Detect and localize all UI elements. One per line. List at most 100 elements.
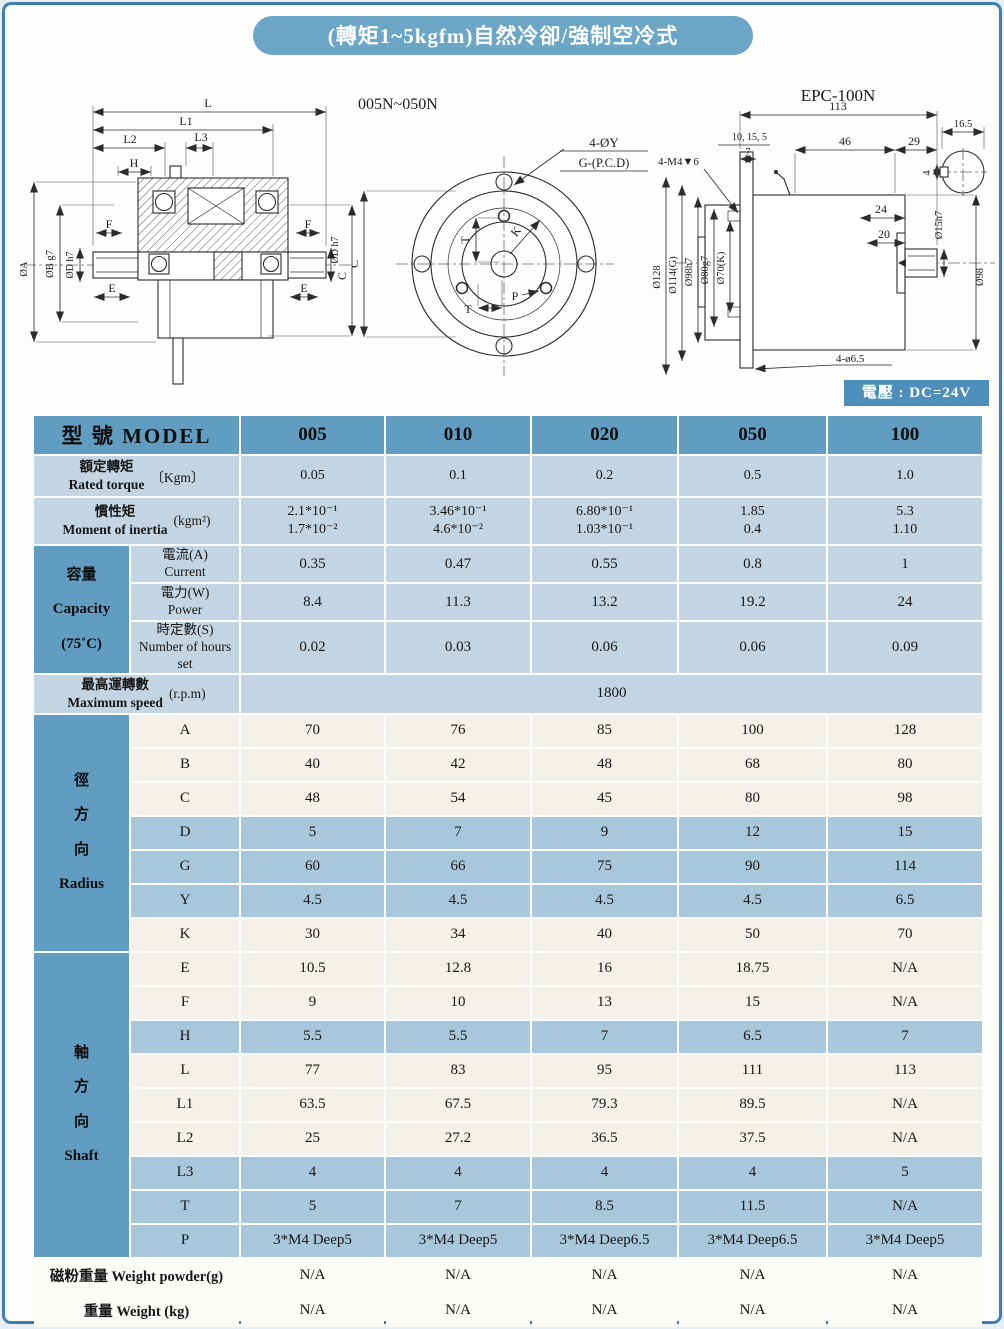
spec-value: 5.5	[386, 1020, 530, 1053]
dim-label-dia-a: ØA	[19, 261, 30, 277]
spec-value: 45	[532, 782, 677, 815]
dim-row-label: B	[131, 748, 239, 781]
dim-label-p: P	[512, 289, 519, 303]
table-row: K 30 34 40 50 70	[34, 918, 982, 951]
spec-value: 0.03	[386, 622, 530, 673]
spec-value: 60	[241, 850, 384, 883]
dim-label-offsets: 10, 15, 5	[732, 132, 767, 143]
spec-value: 27.2	[386, 1122, 530, 1155]
spec-value: 95	[532, 1054, 677, 1087]
spec-value: 8.5	[532, 1190, 677, 1223]
spec-value: 4	[241, 1156, 384, 1189]
dim-label-dia-b: ØB g7	[45, 250, 56, 278]
row-label: 重量 Weight (kg)	[34, 1293, 239, 1327]
flange-outer-circle	[411, 171, 597, 357]
dim-label-dia80g7: Ø80g7	[700, 256, 711, 285]
spec-value: 11.5	[679, 1190, 826, 1223]
spec-value: N/A	[241, 1258, 384, 1292]
capacity-group-cell: 容量 Capacity (75˚C)	[34, 546, 129, 673]
spec-value: 3*M4 Deep5	[386, 1224, 530, 1257]
dim-row-label: P	[131, 1224, 239, 1257]
left-shaft	[92, 251, 139, 279]
spec-value: N/A	[828, 1088, 982, 1121]
row-label: 最高運轉數 Maximum speed (r.p.m)	[34, 674, 239, 713]
flange-hole	[577, 255, 595, 273]
spec-value: 50	[679, 918, 826, 951]
spec-value: 25	[241, 1122, 384, 1155]
spec-value: 54	[386, 782, 530, 815]
dim-label-20: 20	[878, 227, 890, 241]
model-header-row: 型 號 MODEL 005 010 020 050 100	[34, 416, 982, 454]
spec-value: 1.85 0.4	[679, 498, 826, 544]
spec-value: 1.0	[828, 456, 982, 496]
bore-hole	[490, 250, 518, 278]
label-wrap: 額定轉矩 Rated torque 〔Kgm〕	[36, 458, 237, 493]
spec-value: 12.8	[386, 952, 530, 985]
dim-row-label: L3	[131, 1156, 239, 1189]
spec-value: 40	[532, 918, 677, 951]
spec-value: 3*M4 Deep6.5	[532, 1224, 677, 1257]
model-column-header: 010	[386, 416, 530, 454]
spec-value: 12	[679, 816, 826, 849]
spec-value: 0.05	[241, 456, 384, 496]
spec-value: 3*M4 Deep5	[828, 1224, 982, 1257]
dim-row-label: D	[131, 816, 239, 849]
dim-row-label: E	[131, 952, 239, 985]
spec-value: 68	[679, 748, 826, 781]
spec-value: 114	[828, 850, 982, 883]
dim-label-46: 46	[839, 134, 851, 148]
spec-value: N/A	[679, 1258, 826, 1292]
model-column-header: 100	[828, 416, 982, 454]
epc100n-drawing: EPC-100N 16.5 4 113 10, 15, 5 7 46 29 24…	[652, 86, 995, 375]
dim-label-4: 4	[922, 170, 933, 176]
table-row: L1 63.5 67.5 79.3 89.5 N/A	[34, 1088, 982, 1121]
dim-label-f: F	[106, 217, 113, 231]
spec-value: N/A	[679, 1293, 826, 1327]
model-header-label: 型 號 MODEL	[34, 416, 239, 454]
spec-value: 3.46*10⁻¹ 4.6*10⁻²	[386, 498, 530, 544]
dim-label-l: L	[204, 96, 211, 110]
spec-value: 128	[828, 714, 982, 747]
dim-row-label: C	[131, 782, 239, 815]
spec-value: 0.8	[679, 546, 826, 582]
row-label: 額定轉矩 Rated torque 〔Kgm〕	[34, 456, 239, 496]
flange-hole	[495, 173, 513, 191]
dim-row-label: F	[131, 986, 239, 1019]
spec-value: 4.5	[532, 884, 677, 917]
rotor-body	[157, 279, 274, 339]
front-view-title: 005N~050N	[358, 96, 438, 113]
dim-label-l3: L3	[194, 130, 207, 144]
spec-value: 18.75	[679, 952, 826, 985]
row-unit: (r.p.m)	[168, 685, 206, 701]
model-column-header: 050	[679, 416, 826, 454]
row-label: 電力(W) Power	[131, 584, 239, 620]
spec-value: N/A	[386, 1258, 530, 1292]
dim-row-label: H	[131, 1020, 239, 1053]
spec-value: 6.5	[679, 1020, 826, 1053]
spec-value: 5.5	[241, 1020, 384, 1053]
row-unit: (kgm²)	[173, 513, 211, 528]
table-row: C 48 54 45 80 98	[34, 782, 982, 815]
spec-value: 9	[241, 986, 384, 1019]
row-label: 磁粉重量 Weight powder(g)	[34, 1258, 239, 1292]
spec-value: 0.06	[532, 622, 677, 673]
table-row: Y 4.5 4.5 4.5 4.5 6.5	[34, 884, 982, 917]
spec-value: 0.55	[532, 546, 677, 582]
tap-hole	[539, 281, 553, 295]
spec-value: 15	[679, 986, 826, 1019]
spec-value: 19.2	[679, 584, 826, 620]
spec-value: N/A	[532, 1293, 677, 1327]
cross-section-drawing: L L1 L2 L3 H ØA ØB g7 ØD h7 F E F E ØD h…	[19, 96, 356, 385]
dim-label-dia114: Ø114(G)	[668, 256, 679, 294]
tap-hole	[455, 281, 469, 295]
epc-title: EPC-100N	[801, 86, 876, 105]
spec-value: 7	[828, 1020, 982, 1053]
row-label-text: 最高運轉數 Maximum speed	[67, 677, 163, 710]
spec-value: N/A	[828, 1258, 982, 1292]
right-shaft	[287, 251, 327, 279]
spec-value: 0.5	[679, 456, 826, 496]
callout-holes: 4-ø6.5	[836, 353, 865, 365]
spec-value: 7	[386, 1190, 530, 1223]
dim-label-113: 113	[829, 99, 847, 113]
table-row: 軸 方 向 Shaft E 10.5 12.8 16 18.75 N/A	[34, 952, 982, 1257]
